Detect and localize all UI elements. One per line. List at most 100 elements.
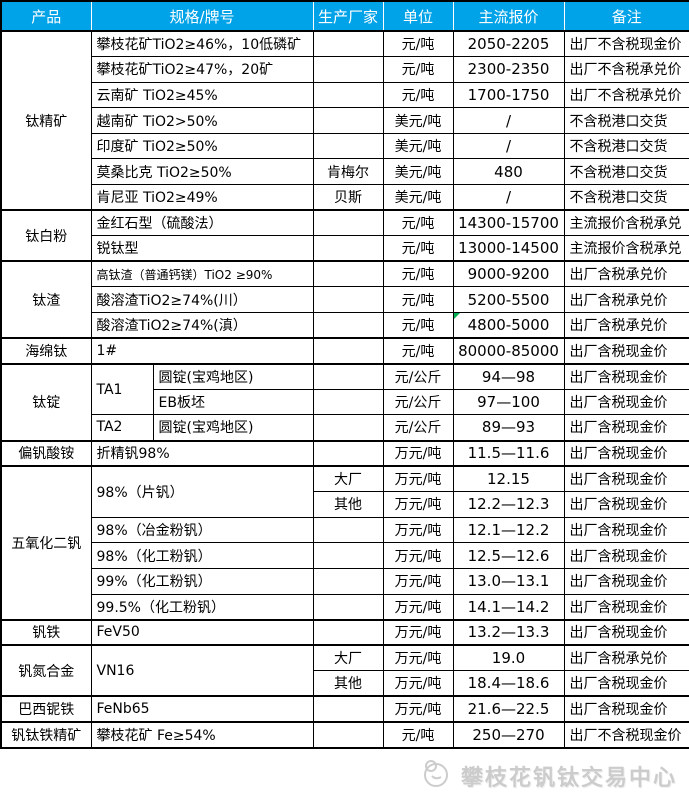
product-cell: 五氧化二钒 — [0, 465, 92, 621]
table-row: 五氧化二钒 98%（片钒） 大厂 万元/吨 12.15 出厂含税现金价 — [0, 465, 689, 621]
note-cell: 出厂含税现金价 — [563, 388, 689, 416]
price-cell: 18.4—18.6 — [452, 670, 565, 697]
table-row: 钛渣 高钛渣（普通钙镁）TiO2 ≥90% 元/吨 9000-9200 出厂含税… — [0, 260, 689, 339]
unit-cell: 元/吨 — [382, 260, 454, 288]
maker-cell: 贝斯 — [312, 184, 384, 211]
note-cell: 出厂含税现金价 — [563, 593, 689, 621]
unit-cell: 元/吨 — [382, 312, 454, 339]
table-row: 钛白粉 金红石型（硫酸法） 元/吨 14300-15700 主流报价含税承兑 — [0, 209, 689, 262]
spec-cell: 99%（化工粉钒） — [90, 567, 314, 595]
maker-cell — [312, 542, 384, 569]
spec-cell: 折精钒98% — [90, 439, 314, 467]
table-row: 海绵钛 1# 元/吨 80000-85000 出厂含税现金价 — [0, 337, 689, 365]
header-row: 产品 规格/牌号 生产厂家 单位 主流报价 备注 — [0, 0, 689, 32]
unit-cell: 元/吨 — [382, 56, 454, 83]
note-cell: 出厂含税现金价 — [563, 542, 689, 569]
spec-cell: 锐钛型 — [90, 235, 314, 262]
spec-cell: 98%（冶金粉钒） — [90, 516, 314, 544]
spec-cell: 肯尼亚 TiO2≥49% — [90, 184, 314, 211]
maker-cell — [312, 593, 384, 621]
note-cell: 出厂不含税现金价 — [563, 721, 689, 749]
spec-form-cell: 圆锭(宝鸡地区) — [152, 362, 314, 390]
spec-cell: 越南矿 TiO2>50% — [90, 107, 314, 134]
maker-cell — [312, 439, 384, 467]
product-cell: 钛精矿 — [0, 29, 92, 211]
price-cell: 12.15 — [452, 465, 565, 493]
maker-cell — [312, 132, 384, 160]
unit-cell: 元/公斤 — [382, 362, 454, 390]
col-header-note: 备注 — [563, 0, 689, 32]
maker-cell — [312, 312, 384, 339]
table-row: 越南矿 TiO2>50% 美元/吨 / 不含税港口交货 — [1, 107, 689, 134]
unit-cell: 元/吨 — [382, 209, 454, 237]
maker-cell — [312, 362, 384, 390]
price-cell: 12.1—12.2 — [452, 516, 565, 544]
col-header-maker: 生产厂家 — [312, 0, 384, 32]
unit-cell: 万元/吨 — [382, 695, 454, 723]
maker-cell — [312, 516, 384, 544]
price-cell: 13.2—13.3 — [452, 618, 565, 646]
spec-cell: 酸溶渣TiO2≥74%(川） — [90, 286, 314, 314]
price-cell: 2300-2350 — [452, 56, 565, 83]
price-cell: 4800-5000 — [452, 312, 565, 339]
price-cell: / — [452, 184, 565, 211]
price-cell: 11.5—11.6 — [452, 439, 565, 467]
maker-cell — [312, 618, 384, 646]
note-cell: 出厂含税现金价 — [563, 439, 689, 467]
maker-cell: 大厂 — [312, 465, 384, 493]
unit-cell: 万元/吨 — [382, 567, 454, 595]
note-cell: 不含税港口交货 — [563, 132, 689, 160]
unit-cell: 元/公斤 — [382, 388, 454, 416]
unit-cell: 美元/吨 — [382, 107, 454, 134]
spec-grade-cell: TA2 — [90, 414, 154, 441]
note-cell: 出厂不含税承兑价 — [563, 81, 689, 109]
maker-cell: 其他 — [312, 670, 384, 697]
price-cell: 1700-1750 — [452, 81, 565, 109]
product-cell: 钛白粉 — [0, 209, 92, 262]
note-cell: 出厂不含税现金价 — [563, 30, 689, 58]
table-row: 钛精矿 攀枝花矿TiO2≥46%，10低磷矿 元/吨 2050-2205 出厂不… — [0, 29, 689, 211]
maker-cell — [312, 30, 384, 58]
spec-cell: 金红石型（硫酸法） — [90, 209, 314, 237]
table-row: 钛锭 TA1 圆锭(宝鸡地区) 元/公斤 94—98 出厂含税现金价 — [0, 362, 689, 441]
product-cell: 钛渣 — [0, 260, 92, 339]
footer-watermark: 攀枝花钒钛交易中心 — [0, 749, 689, 803]
price-cell: 480 — [452, 158, 565, 186]
price-cell: 9000-9200 — [452, 260, 565, 288]
price-cell: 13000-14500 — [452, 235, 565, 262]
spec-cell: 攀枝花矿TiO2≥47%，20矿 — [90, 56, 314, 83]
maker-cell: 其他 — [312, 491, 384, 518]
unit-cell: 元/吨 — [382, 81, 454, 109]
col-header-price: 主流报价 — [452, 0, 565, 32]
maker-cell — [312, 286, 384, 314]
spec-form-cell: EB板坯 — [152, 388, 314, 416]
note-cell: 出厂含税承兑价 — [563, 260, 689, 288]
unit-cell: 万元/吨 — [382, 439, 454, 467]
unit-cell: 元/吨 — [382, 337, 454, 365]
spec-cell: 酸溶渣TiO2≥74%(滇） — [90, 312, 314, 339]
price-cell: 5200-5500 — [452, 286, 565, 314]
maker-cell — [312, 695, 384, 723]
spec-cell: 攀枝花矿 Fe≥54% — [90, 721, 314, 749]
note-cell: 出厂含税承兑价 — [563, 644, 689, 672]
unit-cell: 万元/吨 — [382, 542, 454, 569]
product-cell: 钒钛铁精矿 — [0, 721, 92, 749]
price-cell: 250—270 — [452, 721, 565, 749]
maker-cell — [312, 388, 384, 416]
product-cell: 海绵钛 — [0, 337, 92, 365]
brand-logo-icon — [419, 757, 453, 795]
table-row: 肯尼亚 TiO2≥49% 贝斯 美元/吨 / 不含税港口交货 — [1, 184, 689, 211]
note-cell: 出厂含税现金价 — [563, 337, 689, 365]
price-cell: 21.6—22.5 — [452, 695, 565, 723]
note-cell: 出厂含税承兑价 — [563, 312, 689, 339]
note-cell: 出厂含税现金价 — [563, 618, 689, 646]
note-cell: 不含税港口交货 — [563, 107, 689, 134]
note-cell: 出厂含税现金价 — [563, 695, 689, 723]
maker-cell — [312, 235, 384, 262]
table-row: 98%（冶金粉钒） 万元/吨 12.1—12.2 出厂含税现金价 — [1, 516, 689, 544]
table-row: TA2 圆锭(宝鸡地区) 元/公斤 89—93 出厂含税现金价 — [1, 414, 689, 441]
table-row: 印度矿 TiO2≥50% 美元/吨 / 不含税港口交货 — [1, 132, 689, 160]
price-cell: 19.0 — [452, 644, 565, 672]
unit-cell: 万元/吨 — [382, 593, 454, 621]
note-cell: 出厂含税现金价 — [563, 491, 689, 518]
